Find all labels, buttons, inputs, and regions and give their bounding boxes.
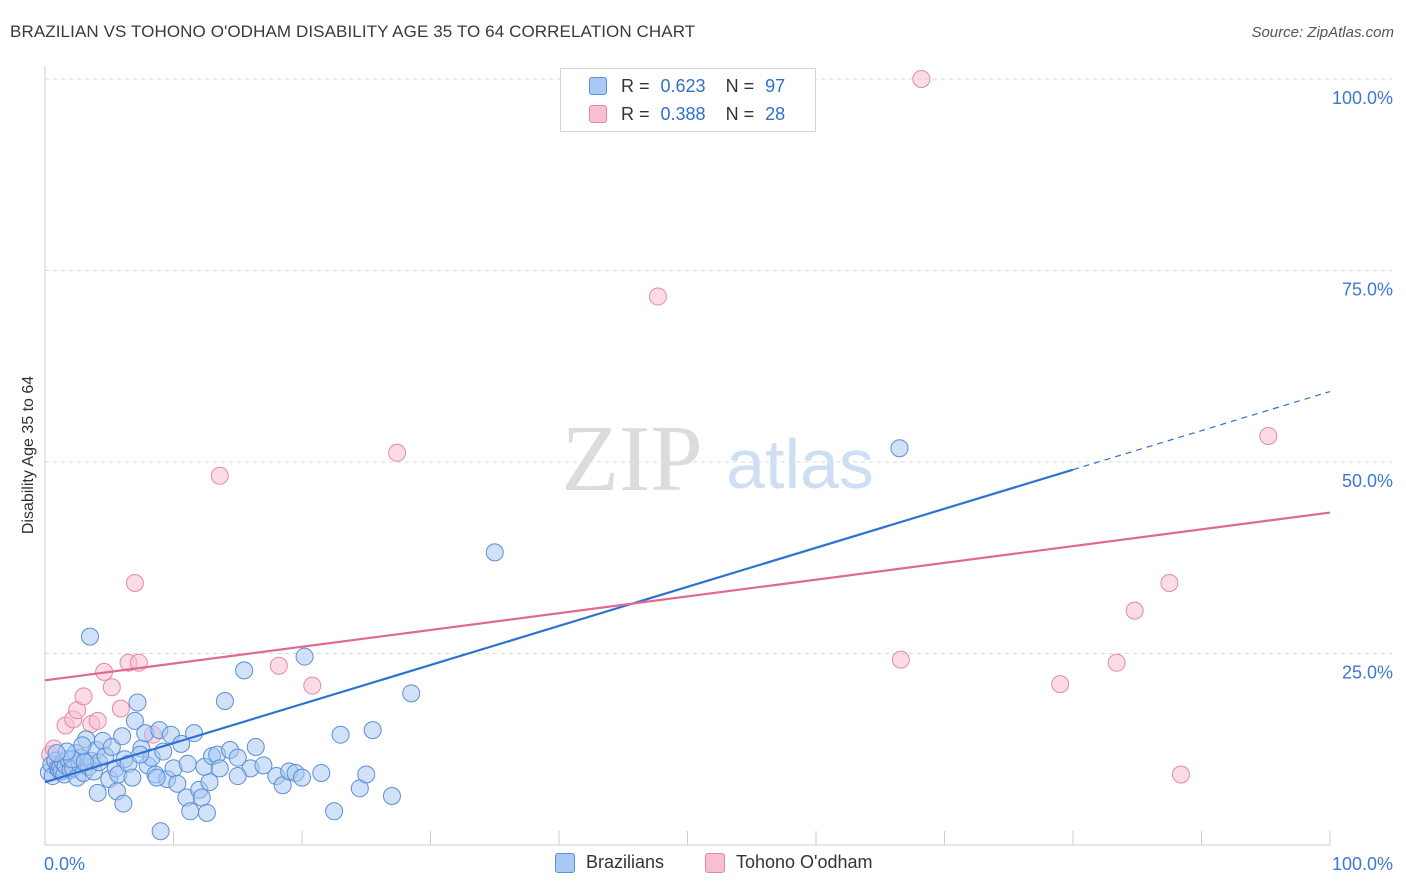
data-point [178, 754, 197, 773]
data-point [235, 661, 254, 680]
legend-swatch-pink [705, 852, 725, 873]
watermark: ZIP atlas [562, 407, 874, 511]
data-point [113, 727, 132, 746]
legend-item-tohono[interactable]: Tohono O'odham [705, 852, 873, 873]
data-point [192, 788, 211, 807]
legend-r-label: R = [621, 75, 655, 96]
data-point [147, 768, 166, 787]
data-point [295, 647, 314, 666]
data-point [197, 803, 216, 822]
data-point [215, 691, 234, 710]
data-point [1125, 601, 1144, 620]
data-point [1107, 653, 1126, 672]
data-point [47, 744, 66, 763]
data-point [402, 684, 421, 703]
data-point [181, 802, 200, 821]
legend-n-value: 97 [765, 75, 786, 96]
legend-label-brazilians: Brazilians [586, 852, 665, 872]
chart-title: BRAZILIAN VS TOHONO O'ODHAM DISABILITY A… [10, 22, 696, 41]
data-point [382, 786, 401, 805]
brazilians-trendline [44, 468, 1074, 784]
data-point [128, 693, 147, 712]
legend-r-value: 0.388 [660, 103, 706, 124]
legend-row-tohono: R = 0.388 N = 28 [589, 101, 785, 127]
y-tick-label: 75.0% [1342, 280, 1393, 300]
data-point [228, 767, 247, 786]
data-point [325, 802, 344, 821]
y-tick-label: 100.0% [1332, 88, 1393, 108]
data-point [168, 774, 187, 793]
data-point [80, 627, 99, 646]
legend-r-label: R = [621, 103, 655, 124]
data-point [125, 574, 144, 593]
tohono-trendline [44, 511, 1331, 682]
data-point [331, 725, 350, 744]
legend-r-value: 0.623 [660, 75, 706, 96]
data-point [114, 794, 133, 813]
watermark-atlas: atlas [726, 425, 874, 503]
data-point [648, 287, 667, 306]
y-tick-label: 50.0% [1342, 471, 1393, 491]
legend-label-tohono: Tohono O'odham [736, 852, 873, 872]
data-point [485, 543, 504, 562]
data-point [312, 763, 331, 782]
data-point [73, 736, 92, 755]
stats-legend: R = 0.623 N = 97 R = 0.388 N = 28 [560, 68, 816, 132]
series-legend: Brazilians Tohono O'odham [0, 852, 1406, 876]
data-point [293, 768, 311, 787]
legend-n-value: 28 [765, 103, 786, 124]
legend-swatch-pink [589, 105, 607, 123]
data-point [125, 711, 144, 730]
legend-swatch-blue [555, 852, 575, 873]
data-point [890, 439, 909, 458]
data-point [912, 70, 931, 88]
x-tick-label: 100.0% [1332, 854, 1393, 874]
data-point [88, 783, 107, 802]
axes [44, 66, 1331, 846]
y-tick-label: 25.0% [1342, 663, 1393, 683]
data-point [210, 759, 229, 778]
legend-n-label: N = [725, 75, 760, 96]
watermark-zip: ZIP [562, 407, 703, 511]
data-point [1259, 426, 1278, 445]
data-point [102, 678, 121, 697]
data-point [111, 699, 130, 718]
legend-item-brazilians[interactable]: Brazilians [555, 852, 664, 873]
data-point [269, 656, 288, 675]
source-label: Source: ZipAtlas.com [1251, 24, 1394, 41]
data-point [303, 676, 322, 695]
data-point [151, 822, 170, 841]
data-point [1160, 574, 1179, 593]
data-point [74, 687, 93, 706]
legend-row-brazilians: R = 0.623 N = 97 [589, 73, 785, 99]
gridlines [45, 78, 1392, 654]
legend-swatch-blue [589, 77, 607, 95]
data-point [1051, 675, 1070, 694]
tick-labels: 25.0% 50.0% 75.0% 100.0% 0.0% 100.0% [44, 88, 1393, 874]
data-point [210, 466, 229, 485]
data-point [131, 745, 150, 764]
data-point [254, 756, 273, 775]
data-point [891, 650, 910, 669]
data-point [88, 711, 107, 730]
x-tick-label: 0.0% [44, 854, 85, 874]
data-point [1171, 765, 1190, 784]
data-point [246, 737, 265, 756]
data-point [228, 748, 247, 767]
data-point [123, 768, 142, 787]
data-point [200, 773, 219, 792]
brazilians-trendline-extension [1072, 390, 1331, 471]
brazilian-points [39, 439, 909, 841]
data-point [357, 765, 376, 784]
trendlines [44, 390, 1331, 784]
data-point [388, 443, 407, 462]
legend-n-label: N = [725, 103, 760, 124]
data-point [363, 721, 382, 740]
